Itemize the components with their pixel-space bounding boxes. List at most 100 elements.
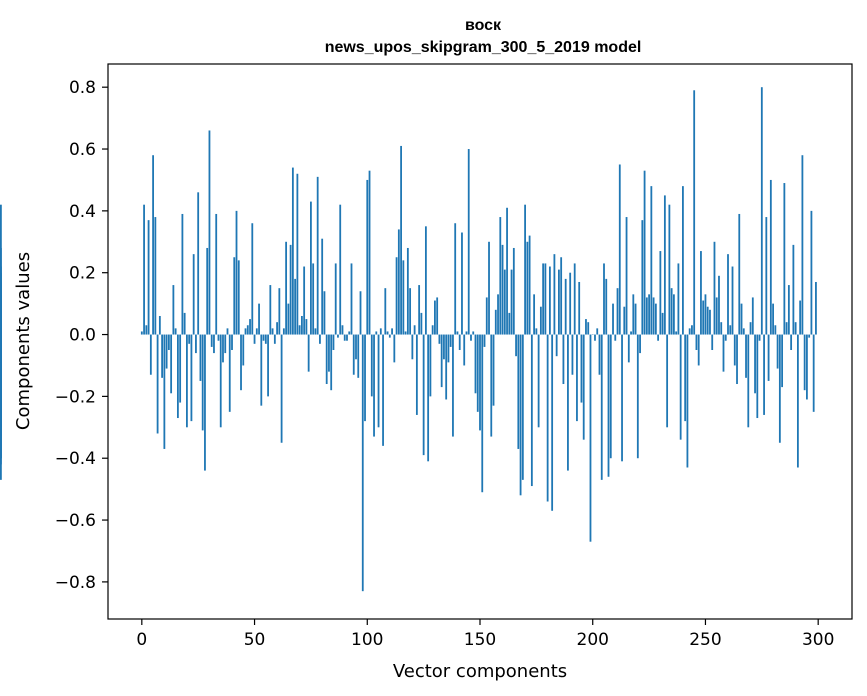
bar-247 — [697, 334, 700, 366]
bar-24 — [195, 334, 197, 354]
bar-264 — [736, 334, 738, 385]
bar-270 — [749, 322, 752, 335]
bar-165 — [512, 247, 515, 335]
bar-84 — [330, 334, 333, 391]
bar-292 — [799, 300, 802, 335]
bar-143 — [463, 334, 466, 366]
bar-236 — [672, 294, 675, 335]
bar-262 — [731, 266, 734, 335]
bar-190 — [569, 272, 572, 335]
bar-168 — [519, 334, 522, 496]
bar-204 — [600, 334, 603, 480]
bar-101 — [368, 170, 371, 335]
bar-42 — [235, 210, 238, 335]
bar-23 — [192, 254, 195, 335]
bar-108 — [384, 288, 387, 335]
bar-248 — [700, 251, 702, 335]
y-tick-label: 0.4 — [69, 202, 96, 222]
bar-123 — [418, 285, 421, 335]
bar-193 — [576, 334, 578, 422]
bar-138 — [452, 334, 454, 437]
bar-63 — [282, 328, 285, 335]
bar-37 — [224, 334, 227, 354]
bar-121 — [413, 325, 416, 335]
bar-199 — [589, 334, 592, 542]
bar-14 — [172, 285, 175, 335]
bar-6 — [154, 217, 157, 335]
bar-62 — [280, 334, 283, 443]
bar-69 — [296, 173, 299, 335]
bar-149 — [476, 334, 479, 412]
bar-16 — [176, 334, 179, 419]
bar-33 — [215, 213, 218, 335]
bar-115 — [400, 145, 402, 335]
bar-298 — [812, 334, 815, 412]
bar-58 — [271, 328, 274, 335]
bar-106 — [379, 328, 382, 335]
x-tick-label: 50 — [244, 630, 266, 650]
bar-36 — [222, 334, 224, 363]
bar-255 — [715, 297, 718, 335]
bar-109 — [386, 331, 389, 335]
bar-130 — [434, 300, 436, 335]
bar-39 — [228, 334, 231, 412]
bar-197 — [585, 319, 587, 335]
bar-94 — [352, 334, 355, 375]
bar-188 — [564, 278, 567, 335]
bar-29 — [206, 247, 209, 335]
bar-116 — [402, 260, 405, 335]
bar-91 — [346, 334, 348, 341]
bar-10 — [163, 334, 166, 449]
bar-173 — [530, 334, 533, 487]
bar-162 — [506, 207, 508, 335]
bar-97 — [359, 291, 362, 335]
bar-142 — [461, 232, 463, 335]
bar-44 — [240, 334, 242, 391]
bar-3 — [147, 220, 150, 335]
bar-13 — [170, 334, 173, 394]
bar-83 — [328, 334, 330, 372]
bar-297 — [810, 210, 813, 335]
bar-49 — [251, 223, 254, 335]
bar-114 — [397, 229, 400, 335]
bar-122 — [415, 334, 418, 415]
bar-90 — [343, 334, 346, 341]
bar-243 — [688, 328, 691, 335]
bar-147 — [472, 331, 475, 335]
bar-217 — [630, 331, 632, 335]
bar-253 — [711, 334, 714, 351]
x-tick-label: 0 — [136, 630, 147, 650]
bar-163 — [508, 312, 511, 335]
bar-65 — [287, 303, 290, 335]
bar-208 — [609, 334, 612, 459]
bar-85 — [332, 334, 335, 351]
bar-72 — [303, 266, 306, 335]
bar-209 — [612, 303, 614, 335]
bar-30 — [208, 130, 211, 335]
bar-176 — [537, 334, 540, 428]
bar-252 — [709, 309, 711, 335]
bar-265 — [738, 213, 741, 335]
bar-46 — [244, 328, 247, 335]
y-tick-label: 0.8 — [69, 78, 96, 98]
bar-45 — [242, 334, 245, 366]
bar-281 — [774, 325, 777, 335]
bar-227 — [652, 297, 655, 335]
bar-191 — [571, 334, 574, 375]
bar-169 — [521, 334, 524, 480]
bar-20 — [186, 334, 188, 428]
bar-154 — [488, 241, 490, 335]
bar-undefined — [0, 334, 2, 459]
bar-11 — [165, 334, 168, 369]
bar-273 — [756, 334, 759, 419]
bar-284 — [781, 334, 784, 388]
bar-136 — [447, 334, 450, 363]
chart-title-line2: news_upos_skipgram_300_5_2019 model — [325, 39, 642, 56]
bar-111 — [391, 328, 393, 335]
x-tick-label: 300 — [802, 630, 834, 650]
bar-220 — [636, 334, 639, 459]
bar-144 — [465, 331, 468, 335]
bar-182 — [551, 334, 554, 511]
bar-244 — [691, 325, 693, 335]
bar-250 — [704, 294, 707, 335]
